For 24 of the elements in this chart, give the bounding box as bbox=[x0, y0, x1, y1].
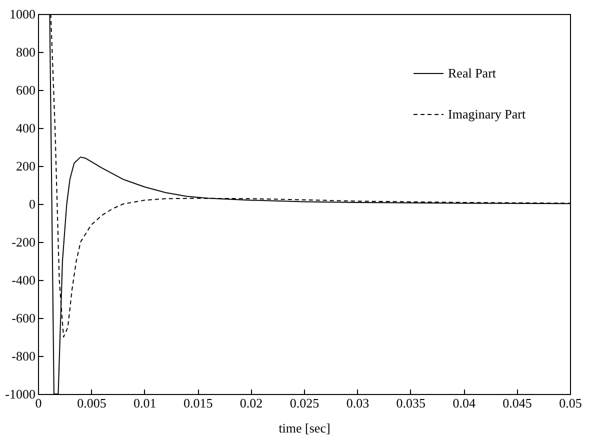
x-tick-label: 0.05 bbox=[559, 396, 582, 410]
y-tick-label: -600 bbox=[12, 310, 36, 326]
x-tick-label: 0.025 bbox=[290, 396, 320, 410]
y-tick-label: -1000 bbox=[5, 386, 36, 402]
x-tick-label: 0.04 bbox=[452, 396, 476, 410]
y-tick-label: 1000 bbox=[10, 6, 36, 22]
y-tick-label: 800 bbox=[16, 44, 36, 60]
y-tick-label: -400 bbox=[12, 272, 36, 288]
legend-label: Imaginary Part bbox=[448, 106, 526, 122]
x-axis-title: time [sec] bbox=[278, 420, 330, 436]
y-tick-label: -800 bbox=[12, 348, 36, 364]
x-tick-label: 0.005 bbox=[77, 396, 106, 410]
x-tick-label: 0.01 bbox=[134, 396, 156, 410]
y-tick-label: 200 bbox=[16, 158, 36, 174]
y-tick-label: 400 bbox=[16, 120, 36, 136]
legend-label: Real Part bbox=[448, 66, 496, 80]
y-tick-label: 0 bbox=[29, 196, 36, 212]
x-tick-label: 0.015 bbox=[183, 396, 213, 410]
x-tick-label: 0.02 bbox=[240, 396, 263, 410]
x-tick-label: 0.03 bbox=[346, 396, 370, 410]
y-tick-label: 600 bbox=[16, 82, 36, 98]
x-tick-label: 0.035 bbox=[396, 396, 426, 410]
x-tick-label: 0.045 bbox=[502, 396, 532, 410]
y-tick-label: -200 bbox=[12, 234, 36, 250]
